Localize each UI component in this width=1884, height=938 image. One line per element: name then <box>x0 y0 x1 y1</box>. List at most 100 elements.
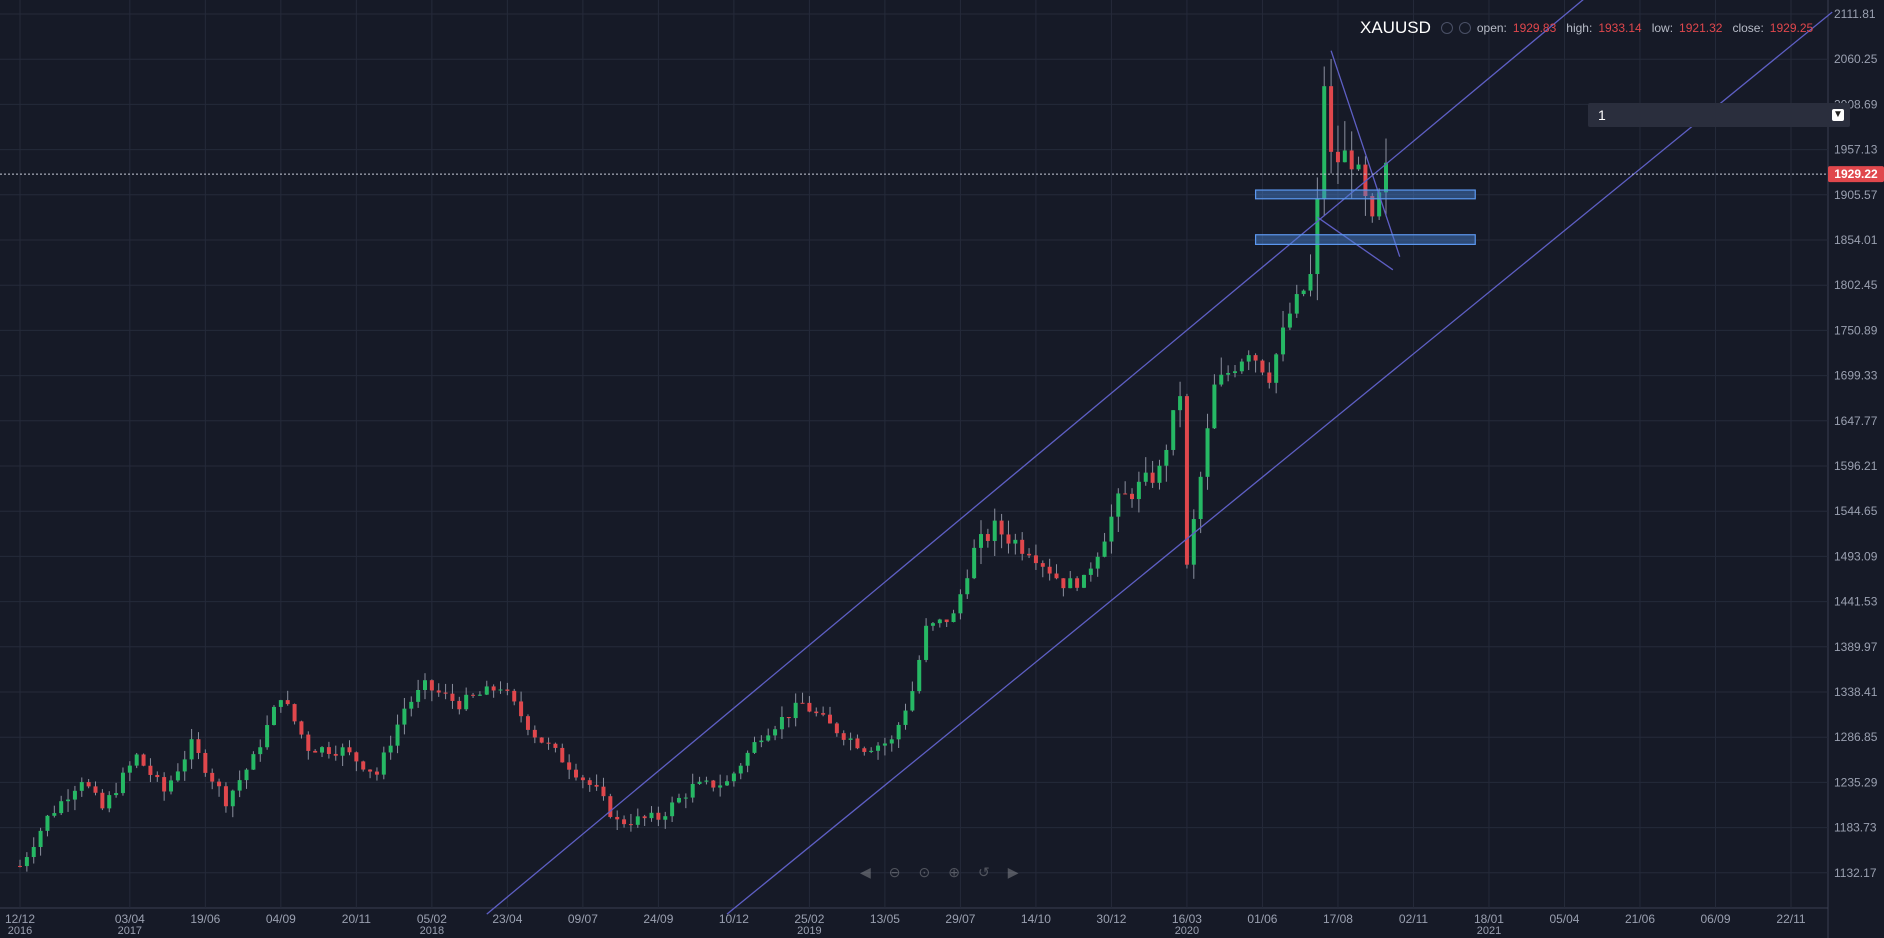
candle-up <box>992 520 997 541</box>
interval-select[interactable]: 1 ▼ <box>1588 103 1850 127</box>
candle-up <box>477 694 482 696</box>
candle-down <box>841 733 846 740</box>
candle-down <box>148 765 153 775</box>
candle-up <box>31 847 36 858</box>
candle-up <box>1287 313 1292 328</box>
candle-down <box>944 619 949 623</box>
candle-down <box>567 762 572 770</box>
candle-up <box>910 691 915 711</box>
y-tick-label: 2060.25 <box>1834 52 1878 66</box>
candle-down <box>539 737 544 743</box>
candle-down <box>162 777 167 792</box>
zoom-reset-icon[interactable]: ⊙ <box>918 864 931 880</box>
candle-down <box>471 694 476 696</box>
candle-up <box>731 773 736 782</box>
y-tick-label: 1647.77 <box>1834 414 1878 428</box>
candle-up <box>773 729 778 736</box>
candle-down <box>1040 563 1045 567</box>
candle-down <box>505 689 510 691</box>
y-tick-label: 1596.21 <box>1834 459 1878 473</box>
candle-down <box>1130 493 1135 500</box>
candle-up <box>1377 192 1382 217</box>
y-tick-label: 1750.89 <box>1834 323 1878 337</box>
y-tick-label: 1183.73 <box>1834 821 1877 835</box>
candle-up <box>1191 519 1196 565</box>
x-tick-label: 14/10 <box>1021 912 1051 926</box>
x-tick-label: 18/01 <box>1474 912 1504 926</box>
candle-down <box>1033 555 1038 564</box>
candle-down <box>1123 493 1128 495</box>
zoom-out-icon[interactable]: ⊖ <box>888 864 901 880</box>
y-tick-label: 1544.65 <box>1834 504 1878 518</box>
candle-up <box>663 816 668 820</box>
y-tick-label: 1905.57 <box>1834 188 1878 202</box>
candle-up <box>882 743 887 746</box>
x-tick-label: 12/12 <box>5 912 35 926</box>
candle-down <box>628 824 633 826</box>
high-label: high: <box>1566 21 1593 35</box>
candle-down <box>217 781 222 787</box>
x-tick-label: 10/12 <box>719 912 749 926</box>
candle-down <box>18 865 22 867</box>
x-tick-year-label: 2016 <box>8 925 32 937</box>
chevron-down-icon[interactable]: ▼ <box>1832 109 1844 121</box>
candle-down <box>326 747 331 754</box>
x-tick-label: 06/09 <box>1700 912 1730 926</box>
settings-icon[interactable] <box>1458 22 1471 34</box>
candle-down <box>1061 578 1066 589</box>
candle-up <box>635 816 640 825</box>
open-label: open: <box>1476 21 1507 35</box>
candle-up <box>1198 476 1203 520</box>
x-tick-year-label: 2021 <box>1477 925 1501 937</box>
x-tick-label: 16/03 <box>1172 912 1202 926</box>
close-value: 1929.25 <box>1769 21 1814 35</box>
candle-up <box>45 815 50 831</box>
candle-up <box>464 694 469 710</box>
x-tick-label: 20/11 <box>342 912 371 926</box>
prev-icon[interactable]: ◀ <box>860 864 871 880</box>
candle-up <box>230 790 235 807</box>
candle-down <box>354 752 359 762</box>
zoom-in-icon[interactable]: ⊕ <box>948 864 960 880</box>
candle-up <box>1308 274 1313 291</box>
next-icon[interactable]: ▶ <box>1007 864 1019 880</box>
close-label: close: <box>1732 21 1764 35</box>
candle-up <box>265 725 270 748</box>
interval-select-value: 1 <box>1598 107 1606 123</box>
candle-up <box>896 724 901 740</box>
candle-down <box>1075 578 1080 588</box>
symbol-label: XAUUSD <box>1360 18 1431 37</box>
reset-icon[interactable]: ↺ <box>977 864 990 880</box>
visibility-icon[interactable] <box>1440 22 1453 34</box>
candle-up <box>237 780 242 791</box>
candle-down <box>512 690 517 702</box>
candle-up <box>1109 516 1114 542</box>
price-axis-panel <box>1828 0 1884 938</box>
trendline <box>1316 216 1394 271</box>
candle-down <box>491 686 496 691</box>
y-tick-label: 1854.01 <box>1834 233 1878 247</box>
candle-down <box>210 772 215 782</box>
y-tick-label: 1493.09 <box>1834 549 1878 563</box>
candle-up <box>59 801 64 814</box>
candle-up <box>766 735 771 741</box>
candle-down <box>285 700 290 705</box>
x-tick-year-label: 2017 <box>118 925 142 937</box>
candle-up <box>779 717 784 730</box>
price-zone <box>1254 234 1476 245</box>
candle-down <box>608 796 613 817</box>
candle-up <box>738 765 743 774</box>
candle-down <box>450 693 455 701</box>
candle-down <box>1150 472 1155 483</box>
candle-down <box>93 786 98 793</box>
x-tick-label: 19/06 <box>190 912 220 926</box>
candle-down <box>333 753 338 756</box>
candle-up <box>134 754 139 766</box>
candle-up <box>409 701 414 709</box>
x-tick-label: 29/07 <box>945 912 975 926</box>
x-tick-label: 22/11 <box>1776 912 1805 926</box>
candle-down <box>1267 372 1272 383</box>
candle-down <box>1363 164 1368 197</box>
